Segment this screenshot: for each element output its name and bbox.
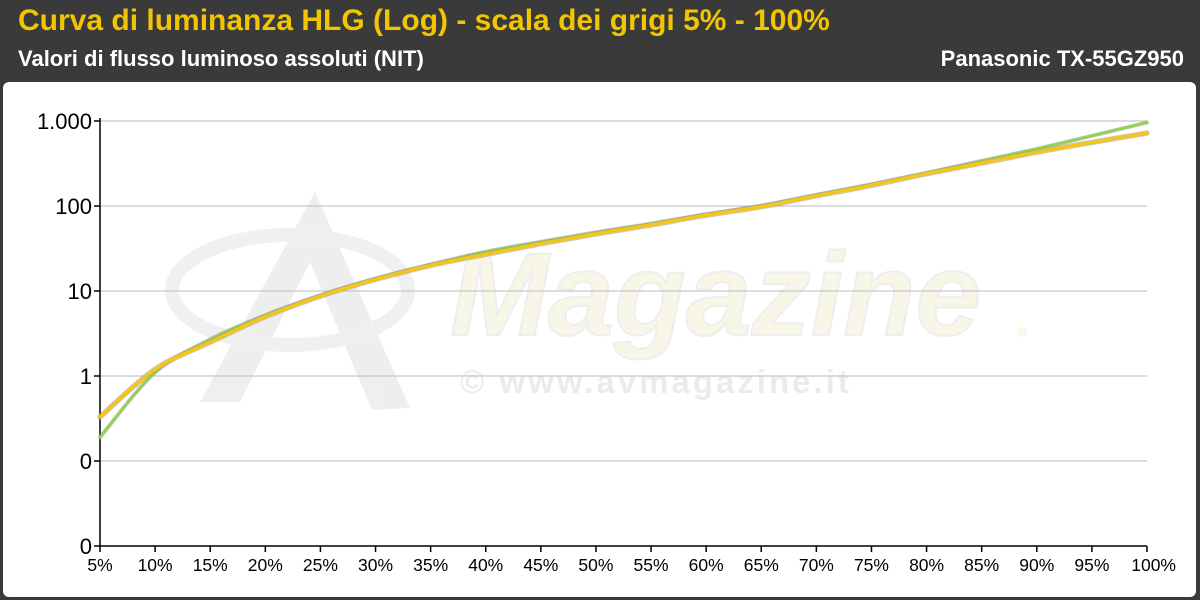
x-tick-label: 5%	[87, 555, 112, 575]
series-point-2	[981, 162, 983, 164]
x-tick-label: 85%	[964, 555, 999, 575]
y-tick-labels: 0 0 1 10 100 1.000	[37, 109, 100, 559]
watermark-logo-shape	[200, 192, 410, 410]
x-tick-label: 20%	[248, 555, 283, 575]
series-point-2	[375, 278, 376, 280]
x-tick-label: 10%	[138, 555, 173, 575]
x-tick-label: 75%	[854, 555, 889, 575]
series-point-2	[595, 233, 597, 235]
chart-title: Curva di luminanza HLG (Log) - scala dei…	[18, 4, 830, 37]
series-point-2	[871, 184, 872, 186]
x-tick-label: 65%	[744, 555, 779, 575]
x-tick-label: 25%	[303, 555, 338, 575]
chart-subtitle: Valori di flusso luminoso assoluti (NIT)	[18, 46, 424, 71]
x-tick-label: 90%	[1019, 555, 1054, 575]
x-tick-label: 70%	[799, 555, 834, 575]
y-tick-label: 1.000	[37, 109, 92, 134]
series-point-2	[926, 173, 928, 175]
x-tick-label: 15%	[193, 555, 228, 575]
series-point-1	[99, 436, 101, 438]
y-tick-label: 0	[80, 534, 92, 559]
avmagazine-watermark: Magazine © www.avmagazine.it	[165, 192, 1027, 410]
x-tick-label: 50%	[578, 555, 613, 575]
series-point-1	[1146, 122, 1148, 123]
chart-panel: Magazine © www.avmagazine.it 0 0 1 10 100 1.0…	[3, 82, 1196, 597]
series-point-2	[319, 295, 321, 297]
chart-axes	[99, 118, 1147, 547]
y-tick-label: 100	[55, 194, 92, 219]
x-tick-labels: 5% 10% 15% 20% 25% 30% 35% 40% 45% 50% 55% 60% 65% 70…	[87, 546, 1176, 575]
series-point-2	[815, 195, 817, 197]
y-tick-label: 10	[68, 279, 92, 304]
series-point-2	[1091, 141, 1093, 143]
x-tick-label: 35%	[413, 555, 448, 575]
x-tick-label: 95%	[1074, 555, 1109, 575]
series-point-2	[760, 206, 762, 208]
series-point-2	[99, 416, 101, 418]
x-tick-label: 100%	[1131, 555, 1176, 575]
series-point-1	[1036, 148, 1038, 150]
series-point-2	[264, 316, 266, 318]
watermark-brand: Magazine	[450, 229, 981, 361]
x-tick-label: 80%	[909, 555, 944, 575]
y-tick-label: 1	[80, 364, 92, 389]
luminance-chart: Magazine © www.avmagazine.it 0 0 1 10 100 1.0…	[37, 109, 1176, 575]
series-point-2	[209, 341, 211, 343]
x-tick-label: 45%	[523, 555, 558, 575]
series-point-2	[540, 243, 542, 245]
series-point-2	[1146, 132, 1148, 134]
series-point-2	[650, 224, 652, 226]
series-point-2	[430, 264, 432, 266]
series-point-2	[1036, 151, 1038, 153]
x-tick-label: 30%	[358, 555, 393, 575]
series-point-1	[1091, 135, 1093, 137]
x-tick-label: 55%	[634, 555, 669, 575]
device-name: Panasonic TX-55GZ950	[940, 46, 1184, 71]
chart-header: Curva di luminanza HLG (Log) - scala dei…	[0, 0, 1200, 78]
chart-grid	[100, 120, 1147, 462]
x-tick-label: 60%	[689, 555, 724, 575]
series-point-2	[154, 368, 156, 370]
watermark-dot	[1017, 327, 1027, 337]
series-point-2	[705, 214, 707, 216]
watermark-logo-swoosh	[165, 228, 415, 352]
chart-series	[97, 120, 1150, 440]
series-point-2	[485, 253, 487, 255]
x-tick-label: 40%	[468, 555, 503, 575]
y-tick-label: 0	[80, 449, 92, 474]
watermark-url: © www.avmagazine.it	[460, 363, 852, 400]
